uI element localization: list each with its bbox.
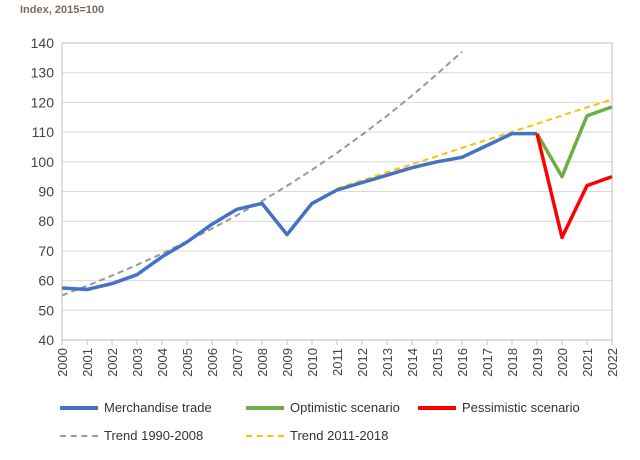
series-line-trend-1990-2008 [61, 50, 463, 297]
y-tick-label: 60 [38, 273, 54, 289]
y-tick-label: 70 [38, 243, 54, 259]
legend-item-trend-2011-2018: Trend 2011-2018 [246, 428, 388, 443]
series-line-pessimistic-scenario [535, 133, 613, 240]
y-tick-label: 130 [31, 65, 55, 81]
y-tick-label: 110 [32, 124, 55, 140]
legend-swatch [246, 405, 284, 410]
legend-item-pessimistic: Pessimistic scenario [418, 400, 580, 415]
x-tick-label: 2013 [380, 348, 395, 377]
legend-label: Trend 1990-2008 [104, 428, 204, 443]
x-tick-label: 2006 [205, 348, 220, 377]
x-tick-label: 2022 [605, 348, 620, 377]
x-tick-label: 2004 [155, 348, 170, 377]
x-tick-label: 2020 [555, 348, 570, 377]
x-tick-label: 2019 [530, 348, 545, 377]
x-tick-label: 2016 [455, 348, 470, 377]
x-tick-label: 2011 [330, 348, 345, 376]
x-tick-label: 2018 [505, 348, 520, 377]
legend-item-optimistic: Optimistic scenario [246, 400, 400, 415]
y-tick-label: 50 [38, 302, 54, 318]
series-line-merchandise-trade [61, 131, 537, 292]
legend-swatch [246, 434, 284, 437]
y-tick-label: 40 [38, 332, 54, 348]
y-tick-label: 100 [31, 154, 55, 170]
legend-label: Optimistic scenario [290, 400, 400, 415]
y-axis-unit-label: Index, 2015=100 [20, 4, 105, 16]
y-tick-label: 80 [38, 213, 54, 229]
x-tick-label: 2010 [305, 348, 320, 377]
x-tick-label: 2002 [105, 348, 120, 377]
legend-item-trend-1990-2008: Trend 1990-2008 [60, 428, 203, 443]
x-tick-label: 2014 [405, 348, 420, 377]
legend-label: Merchandise trade [104, 400, 212, 415]
series-line-optimistic-scenario [535, 105, 613, 179]
y-tick-label: 140 [31, 35, 55, 51]
y-tick-label: 120 [31, 94, 55, 110]
x-tick-label: 2008 [255, 348, 270, 377]
x-tick-label: 2003 [130, 348, 145, 377]
legend-swatch [418, 405, 456, 410]
x-tick-label: 2017 [480, 348, 495, 377]
y-tick-label: 90 [38, 184, 54, 200]
x-tick-label: 2000 [55, 348, 70, 377]
legend-label: Trend 2011-2018 [290, 428, 389, 443]
legend-label: Pessimistic scenario [462, 400, 580, 415]
x-tick-label: 2009 [280, 348, 295, 377]
x-tick-label: 2021 [580, 348, 595, 377]
series-line-trend-2011-2018 [336, 98, 613, 190]
x-tick-label: 2007 [230, 348, 245, 377]
legend-swatch [60, 434, 98, 437]
x-tick-label: 2012 [355, 348, 370, 377]
x-tick-label: 2015 [430, 348, 445, 377]
x-tick-label: 2005 [180, 348, 195, 377]
legend-swatch [60, 405, 98, 410]
x-tick-label: 2001 [80, 348, 95, 377]
legend-item-merchandise: Merchandise trade [60, 400, 212, 415]
